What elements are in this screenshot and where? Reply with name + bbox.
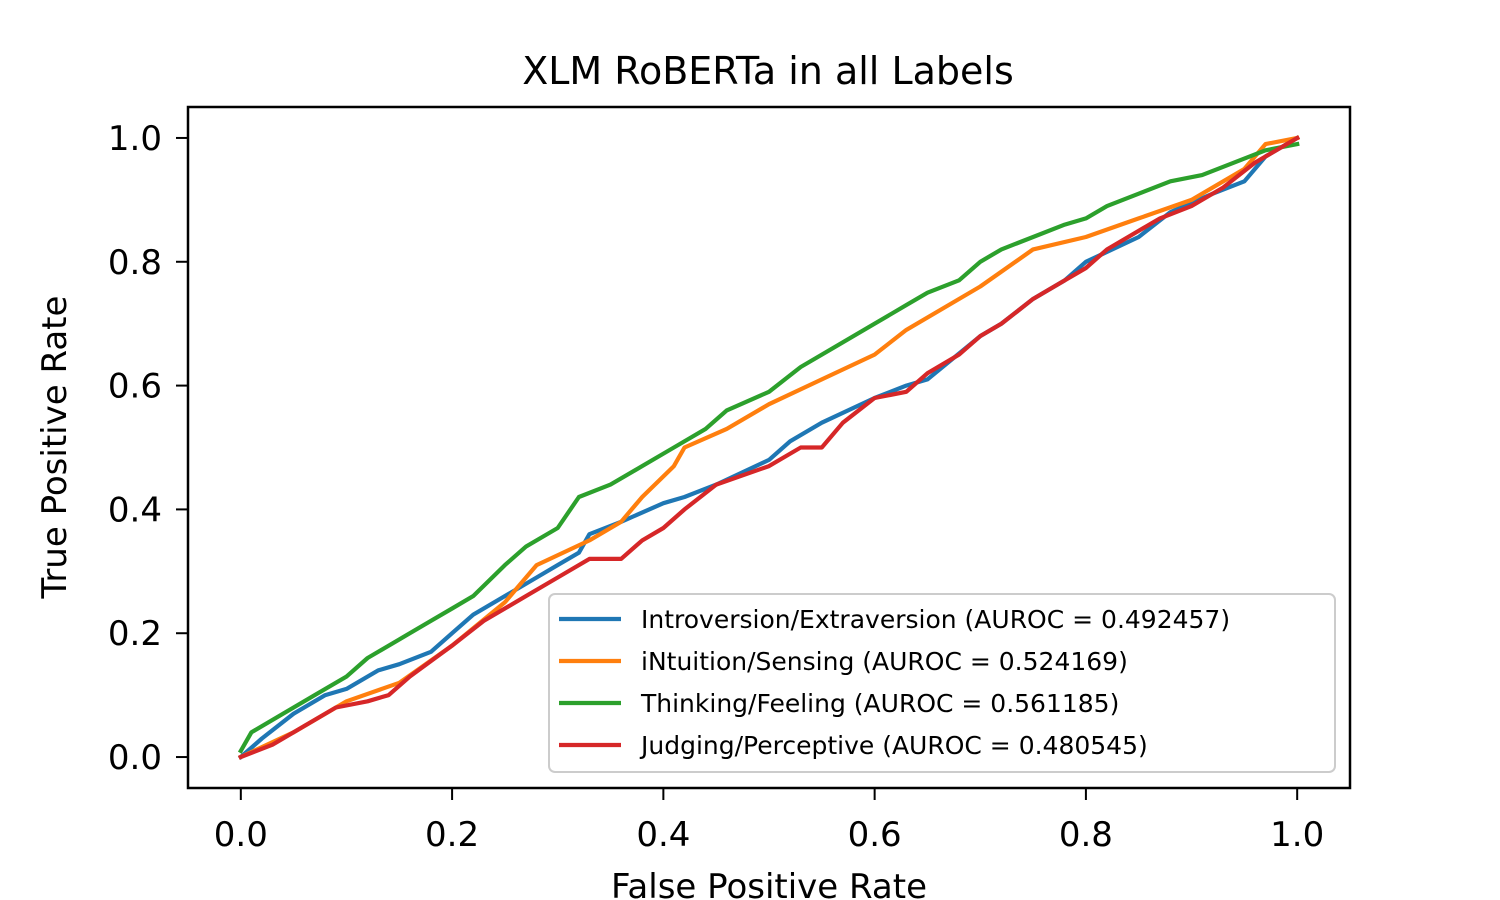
y-tick-label: 1.0 [108,119,162,159]
axis-ticks: 0.0 0.2 0.4 0.6 0.8 1.0 0.0 0.2 0.4 0.6 0.8 1.0 [108,119,1324,855]
x-tick-label: 0.0 [214,815,268,855]
y-tick-label: 0.0 [108,738,162,778]
x-tick-label: 0.2 [425,815,479,855]
legend-label-1: Introversion/Extraversion (AUROC = 0.492… [641,605,1230,634]
plot-frame [186,105,1352,790]
y-tick-label: 0.8 [108,243,162,283]
legend-label-3: Thinking/Feeling (AUROC = 0.561185) [640,689,1119,718]
chart-title: XLM RoBERTa in all Labels [522,49,1014,93]
y-tick-label: 0.2 [108,614,162,654]
legend: Introversion/Extraversion (AUROC = 0.492… [548,593,1336,773]
x-tick-label: 0.8 [1059,815,1113,855]
x-axis-label: False Positive Rate [611,867,927,900]
plot-lines [237,135,1301,760]
legend-box [548,593,1336,773]
series-line-3 [237,141,1300,754]
y-axis-label: True Positive Rate [35,296,75,600]
y-tick-label: 0.6 [108,367,162,407]
legend-label-4: Judging/Perceptive (AUROC = 0.480545) [639,731,1148,760]
series-line-4 [238,135,1301,760]
x-tick-label: 1.0 [1270,815,1324,855]
x-tick-label: 0.4 [636,815,690,855]
y-tick-label: 0.4 [108,490,162,530]
legend-label-2: iNtuition/Sensing (AUROC = 0.524169) [641,647,1128,676]
x-tick-label: 0.6 [848,815,902,855]
